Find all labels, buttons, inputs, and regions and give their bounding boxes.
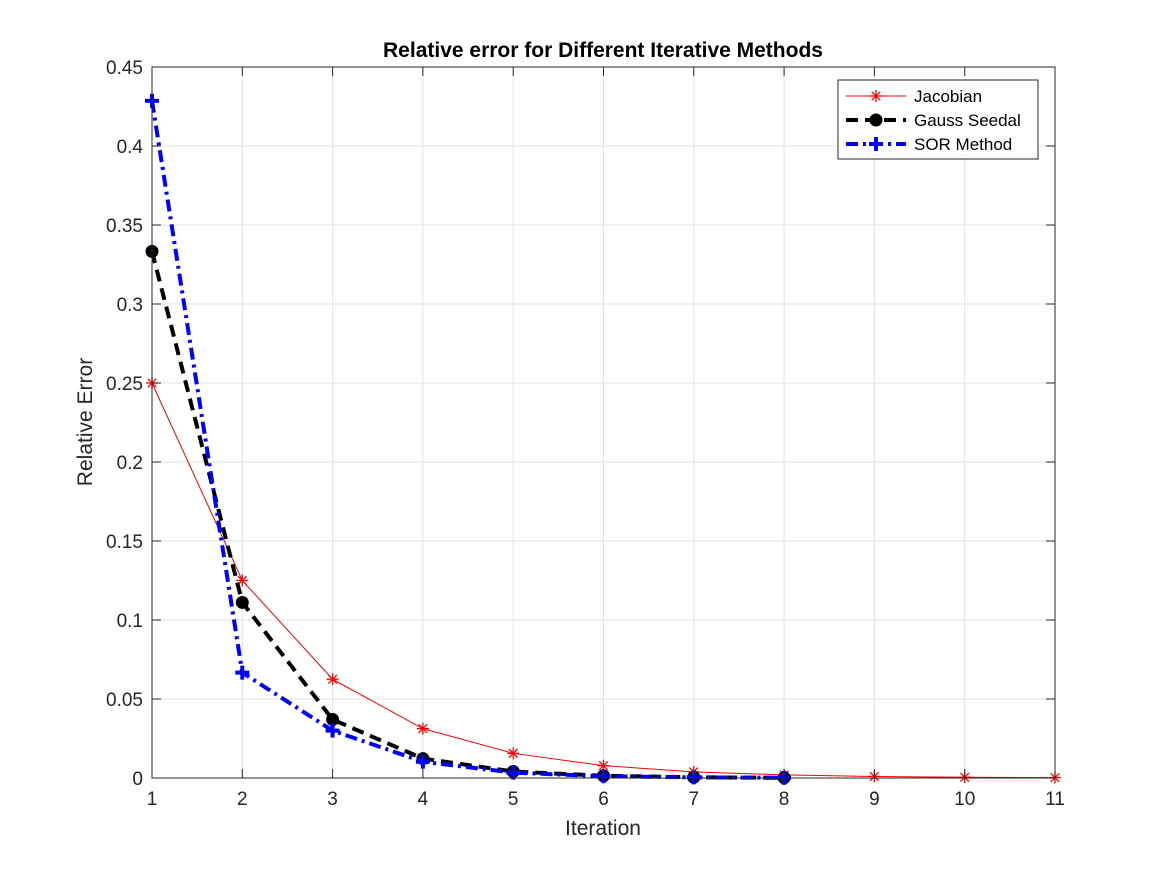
x-tick-label: 3 <box>327 789 338 810</box>
asterisk-stroke <box>327 674 338 685</box>
legend-label: Gauss Seedal <box>914 111 1021 130</box>
tick-marks <box>151 66 1056 779</box>
asterisk-marker <box>326 673 339 686</box>
asterisk-stroke <box>418 723 428 734</box>
asterisk-stroke <box>871 91 881 101</box>
legend: Jacobian Gauss Seedal SOR Method <box>837 79 1039 160</box>
asterisk-stroke <box>598 760 609 771</box>
y-axis-label: Relative Error <box>74 358 97 486</box>
plus-marker <box>415 754 430 769</box>
x-tick-label: 7 <box>689 789 700 810</box>
series-layer <box>145 93 1061 785</box>
series-line <box>150 250 785 780</box>
asterisk-marker <box>236 574 249 587</box>
x-tick-label: 6 <box>598 789 609 810</box>
asterisk-stroke <box>508 748 518 759</box>
y-tick-label: 0.45 <box>106 58 143 79</box>
x-tick-label: 10 <box>954 789 975 810</box>
x-axis-label: Iteration <box>565 817 641 840</box>
x-tick-label: 9 <box>869 789 880 810</box>
y-tick-label: 0.25 <box>106 374 143 395</box>
x-tick-label: 11 <box>1045 789 1065 810</box>
chart-title: Relative error for Different Iterative M… <box>383 39 823 62</box>
plus-marker <box>869 137 883 151</box>
y-tick-label: 0.2 <box>117 453 143 474</box>
x-tick-label: 5 <box>508 789 519 810</box>
x-tick-label: 8 <box>779 789 790 810</box>
circle-marker <box>235 595 249 609</box>
y-tick-label: 0.1 <box>117 611 143 632</box>
asterisk-marker <box>870 90 882 102</box>
y-tick-label: 0.3 <box>117 295 143 316</box>
y-tick-label: 0.15 <box>106 532 143 553</box>
legend-label: SOR Method <box>914 135 1012 154</box>
series-jacobian <box>146 377 1061 784</box>
y-tick-label: 0.35 <box>106 216 143 237</box>
asterisk-marker <box>416 722 429 735</box>
legend-label: Jacobian <box>914 87 982 106</box>
circle-marker <box>869 113 883 127</box>
tick-labels: 1 2 3 4 5 6 7 8 9 10 11 0 0.05 0.1 0.15 0.2 0.25 0.3 0.35 0… <box>106 58 1065 810</box>
series-line <box>150 100 785 780</box>
x-tick-label: 1 <box>147 789 158 810</box>
y-tick-label: 0.4 <box>117 137 144 158</box>
plus-marker <box>325 723 340 738</box>
x-tick-label: 4 <box>418 789 429 810</box>
plus-marker <box>235 665 250 680</box>
y-tick-label: 0.05 <box>106 690 143 711</box>
asterisk-marker <box>597 759 610 772</box>
y-tick-label: 0 <box>132 769 143 790</box>
asterisk-marker <box>507 747 520 760</box>
x-tick-label: 2 <box>237 789 248 810</box>
